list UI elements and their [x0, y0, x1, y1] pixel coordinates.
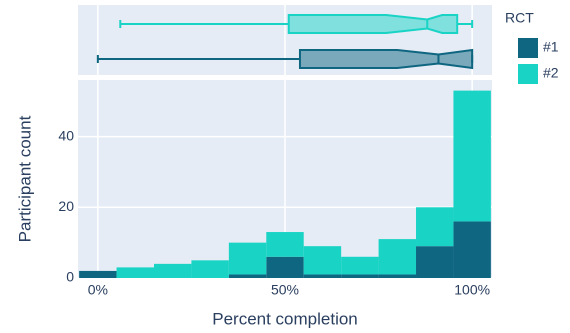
histogram-bar — [341, 256, 379, 275]
x-axis-title: Percent completion — [212, 309, 358, 328]
legend-label: #1 — [543, 39, 559, 55]
histogram-bar — [191, 260, 229, 278]
histogram-bar — [266, 256, 304, 278]
x-tick-label: 100% — [454, 282, 490, 298]
histogram-bar — [453, 90, 491, 222]
y-tick-label: 0 — [66, 269, 74, 285]
histogram-bar — [228, 242, 267, 275]
histogram-bar — [266, 232, 304, 257]
box — [287, 14, 459, 34]
y-tick-label: 20 — [58, 198, 74, 214]
box — [298, 48, 474, 70]
histogram-bar — [378, 274, 417, 278]
histogram-bar — [79, 270, 117, 278]
legend-label: #2 — [543, 65, 559, 81]
histogram-bar — [416, 207, 454, 247]
x-tick-label: 50% — [271, 282, 299, 298]
histogram-bar — [378, 239, 417, 275]
histogram-bar — [341, 274, 379, 278]
x-tick-label: 0% — [88, 282, 108, 298]
legend-swatch — [518, 64, 538, 84]
y-tick-label: 40 — [58, 127, 74, 143]
histogram-bar — [116, 267, 154, 278]
histogram-bar — [153, 263, 192, 278]
y-axis-title: Participant count — [15, 115, 34, 242]
histogram-bar — [228, 274, 267, 278]
histogram-bar — [453, 221, 491, 278]
histogram-bar — [416, 246, 454, 278]
legend-title: RCT — [505, 10, 534, 26]
histogram-bar — [303, 274, 342, 278]
legend-swatch — [518, 38, 538, 58]
histogram-bar — [303, 246, 342, 275]
